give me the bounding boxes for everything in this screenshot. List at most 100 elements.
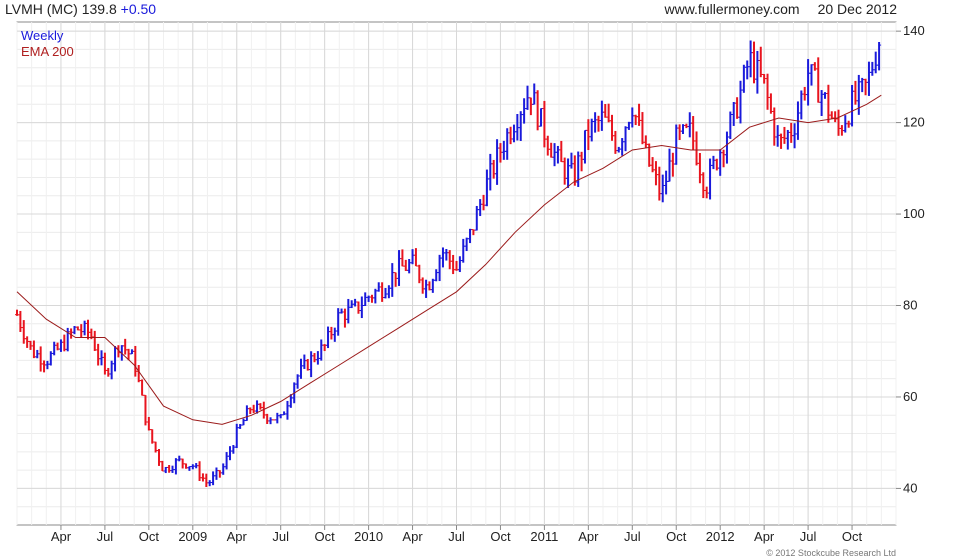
weekly-bar [495,139,500,185]
weekly-bar [217,470,222,478]
weekly-bar [799,90,804,120]
weekly-bar [427,281,432,291]
weekly-bar [532,83,537,105]
weekly-bar [741,64,746,93]
weekly-bar [346,298,351,324]
y-tick-label: 140 [903,23,925,38]
weekly-bar [241,418,246,426]
x-tick-label: 2009 [178,529,207,544]
weekly-bar [589,118,594,142]
weekly-bar [92,330,97,351]
y-tick-label: 60 [903,389,917,404]
copyright-notice: © 2012 Stockcube Research Ltd [766,548,896,558]
weekly-bar [667,148,672,182]
weekly-bar [58,339,63,352]
weekly-bar [508,126,513,145]
weekly-bar [582,129,587,164]
weekly-bar [768,93,773,114]
weekly-bar [190,464,195,470]
weekly-bar [227,446,232,461]
weekly-bar [539,108,544,127]
weekly-bar [752,41,757,84]
weekly-bar [745,60,750,80]
weekly-bar [755,50,760,94]
x-axis: Apr Jul Oct 2009 Apr Jul Oct 2010 Apr Jul Oct 2011 A… [51,525,863,544]
weekly-bar [721,149,726,168]
source-url: www.fullermoney.com [664,1,800,17]
weekly-bar [562,157,567,185]
weekly-bar [816,57,821,103]
weekly-bar [302,354,307,369]
weekly-bar [552,143,557,167]
weekly-bar [231,445,236,454]
y-tick-label: 120 [903,115,925,130]
weekly-bar [369,294,374,303]
weekly-bar [603,104,608,118]
weekly-bar [268,417,273,425]
weekly-bar [877,41,882,71]
weekly-bar [873,51,878,74]
weekly-bar [434,269,439,282]
weekly-bar [596,115,601,132]
weekly-bar [501,140,506,160]
weekly-bar [457,256,462,273]
weekly-bar [866,61,871,96]
weekly-bar [870,61,875,76]
weekly-bar [211,471,216,486]
x-tick-label: Oct [842,529,863,544]
weekly-bars [15,40,882,488]
weekly-bar [244,405,249,422]
symbol-label: LVMH (MC) [5,1,78,17]
weekly-bar [407,259,412,274]
weekly-bar [430,278,435,293]
weekly-bar [393,272,398,287]
x-tick-label: 2011 [530,529,558,544]
weekly-bar [146,416,151,431]
weekly-bar [258,403,263,410]
weekly-bar [806,59,811,106]
weekly-bar [332,327,337,342]
weekly-bar [772,107,777,146]
x-tick-label: 2012 [706,529,735,544]
weekly-bar [522,98,527,124]
weekly-bar [285,400,290,420]
legend-ema: EMA 200 [21,44,74,59]
weekly-bar [38,346,43,372]
weekly-bar [62,334,67,352]
x-tick-label: Jul [624,529,641,544]
x-tick-label: Apr [51,529,72,544]
x-tick-label: Apr [402,529,423,544]
weekly-bar [623,126,628,152]
x-tick-label: Oct [666,529,687,544]
weekly-bar [670,152,675,177]
chart-date: 20 Dec 2012 [817,1,897,17]
grid [16,22,897,525]
weekly-bar [143,394,148,426]
weekly-bar [576,151,581,187]
x-tick-label: Apr [227,529,248,544]
weekly-bar [653,161,658,186]
weekly-bar [319,339,324,361]
weekly-bar [106,367,111,377]
weekly-bar [447,250,452,270]
weekly-bar [326,326,331,349]
weekly-bar [329,326,334,340]
weekly-bar [610,114,615,141]
weekly-bar [113,346,118,372]
weekly-bar [579,151,584,172]
weekly-bar [640,112,645,145]
y-axis: 40 60 80 100 120 140 [896,23,925,495]
weekly-bar [42,360,47,373]
weekly-bar [758,46,763,78]
x-tick-label: Oct [139,529,160,544]
weekly-bar [79,324,84,338]
weekly-bar [491,160,496,179]
weekly-bar [214,467,219,480]
chart-header-symbol: LVMH (MC) 139.8 +0.50 [5,1,156,17]
weekly-bar [282,411,287,416]
weekly-bar [140,379,145,396]
weekly-bar [789,122,794,143]
x-tick-label: 2010 [354,529,383,544]
y-tick-label: 40 [903,480,917,495]
weekly-bar [82,320,87,336]
